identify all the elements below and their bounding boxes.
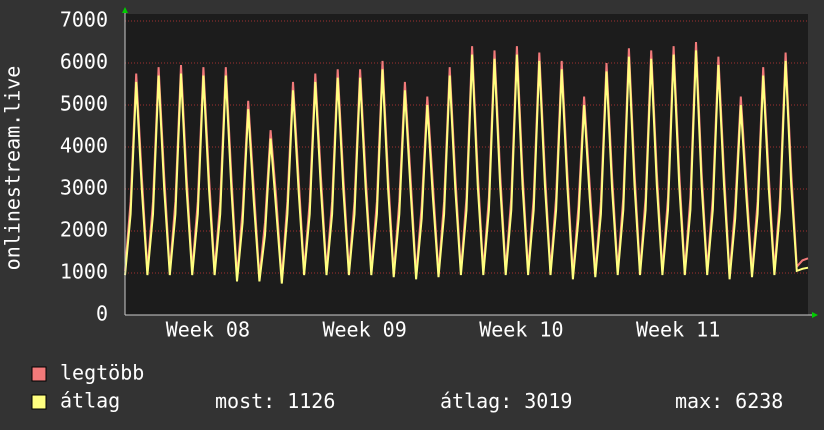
legend-swatch [31, 366, 47, 382]
y-axis-label: onlinestream.live [1, 66, 25, 271]
stat: átlag: 3019 [440, 389, 572, 413]
axis-arrow [122, 7, 128, 13]
x-tick-label: Week 08 [166, 318, 250, 342]
series-line [124, 50, 809, 284]
stat: most: 1126 [215, 389, 335, 413]
stat-value: 6238 [735, 389, 783, 413]
legend-swatch [31, 394, 47, 410]
legend-label: átlag [60, 389, 120, 413]
x-tick-label: Week 10 [479, 318, 563, 342]
y-tick-label: 7000 [60, 8, 108, 32]
y-tick-label: 5000 [60, 92, 108, 116]
y-tick-label: 3000 [60, 176, 108, 200]
plot-area [125, 14, 808, 315]
stat-value: 3019 [524, 389, 572, 413]
stat-value: 1126 [287, 389, 335, 413]
stat-label: max: [675, 389, 723, 413]
y-tick-label: 4000 [60, 134, 108, 158]
legend-label: legtöbb [60, 361, 144, 385]
stat-label: most: [215, 389, 275, 413]
stat-label: átlag: [440, 389, 512, 413]
x-tick-label: Week 11 [636, 318, 720, 342]
stat: max: 6238 [675, 389, 783, 413]
axis-arrow [812, 312, 818, 318]
x-tick-label: Week 09 [322, 318, 406, 342]
y-tick-label: 1000 [60, 260, 108, 284]
y-tick-label: 6000 [60, 50, 108, 74]
y-tick-label: 0 [96, 302, 108, 326]
y-tick-label: 2000 [60, 218, 108, 242]
plot [124, 20, 809, 316]
